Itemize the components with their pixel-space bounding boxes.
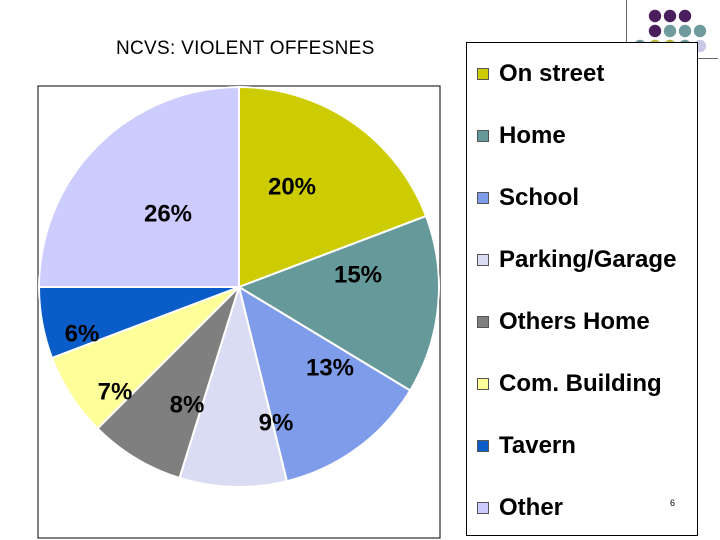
data-label-parking-garage: 9% (259, 409, 294, 436)
data-label-on-street: 20% (268, 173, 316, 200)
pie-slice-home (236, 214, 440, 392)
legend-label: Com. Building (499, 370, 662, 397)
data-label-home: 15% (334, 261, 382, 288)
data-label-com-building: 7% (98, 378, 133, 405)
pie-slice-others-home (96, 286, 240, 480)
legend-item-school: School (477, 183, 579, 213)
pie-data-labels: 20% 15% 13% 9% 8% 7% 6% 26% (65, 173, 382, 436)
pie-slice-school (237, 284, 412, 483)
pie-slices (37, 85, 440, 488)
legend-swatch (477, 192, 489, 204)
chart-legend: On street Home School Parking/Garage Others … (466, 42, 698, 536)
legend-item-home: Home (477, 121, 566, 151)
decorative-dot (678, 9, 692, 23)
legend-item-tavern: Tavern (477, 431, 576, 461)
pie-slice-on-street (238, 85, 428, 289)
legend-swatch (477, 316, 489, 328)
legend-label: Parking/Garage (499, 246, 677, 273)
legend-swatch (477, 68, 489, 80)
decorative-dot (693, 24, 707, 38)
legend-label: Tavern (499, 432, 576, 459)
legend-swatch (477, 440, 489, 452)
legend-item-parking-garage: Parking/Garage (477, 245, 676, 275)
decorative-dot (663, 24, 677, 38)
pie-slice-other (37, 85, 240, 288)
decorative-dot (648, 9, 662, 23)
legend-label: On street (499, 60, 605, 87)
pie-slice-parking-garage (178, 283, 289, 488)
slide-title: NCVS: VIOLENT OFFESNES (116, 38, 375, 59)
legend-label: Other (499, 494, 564, 521)
legend-label: School (499, 184, 580, 211)
decorative-dot (663, 9, 677, 23)
legend-swatch (477, 130, 489, 142)
legend-swatch (477, 254, 489, 266)
legend-item-other: Other (477, 493, 563, 523)
data-label-other: 26% (144, 200, 192, 227)
legend-item-com-building: Com. Building (477, 369, 662, 399)
legend-item-others-home: Others Home (477, 307, 650, 337)
data-label-school: 13% (306, 354, 354, 381)
data-label-others-home: 8% (170, 391, 205, 418)
legend-label: Others Home (499, 308, 650, 335)
legend-item-on-street: On street (477, 59, 604, 89)
data-label-tavern: 6% (65, 320, 100, 347)
legend-swatch (477, 378, 489, 390)
legend-swatch (477, 502, 489, 514)
decorative-dot (648, 24, 662, 38)
legend-label: Home (499, 122, 566, 149)
page-number: 6 (670, 498, 676, 508)
decorative-dot (678, 24, 692, 38)
pie-chart: 20% 15% 13% 9% 8% 7% 6% 26% (37, 85, 441, 539)
